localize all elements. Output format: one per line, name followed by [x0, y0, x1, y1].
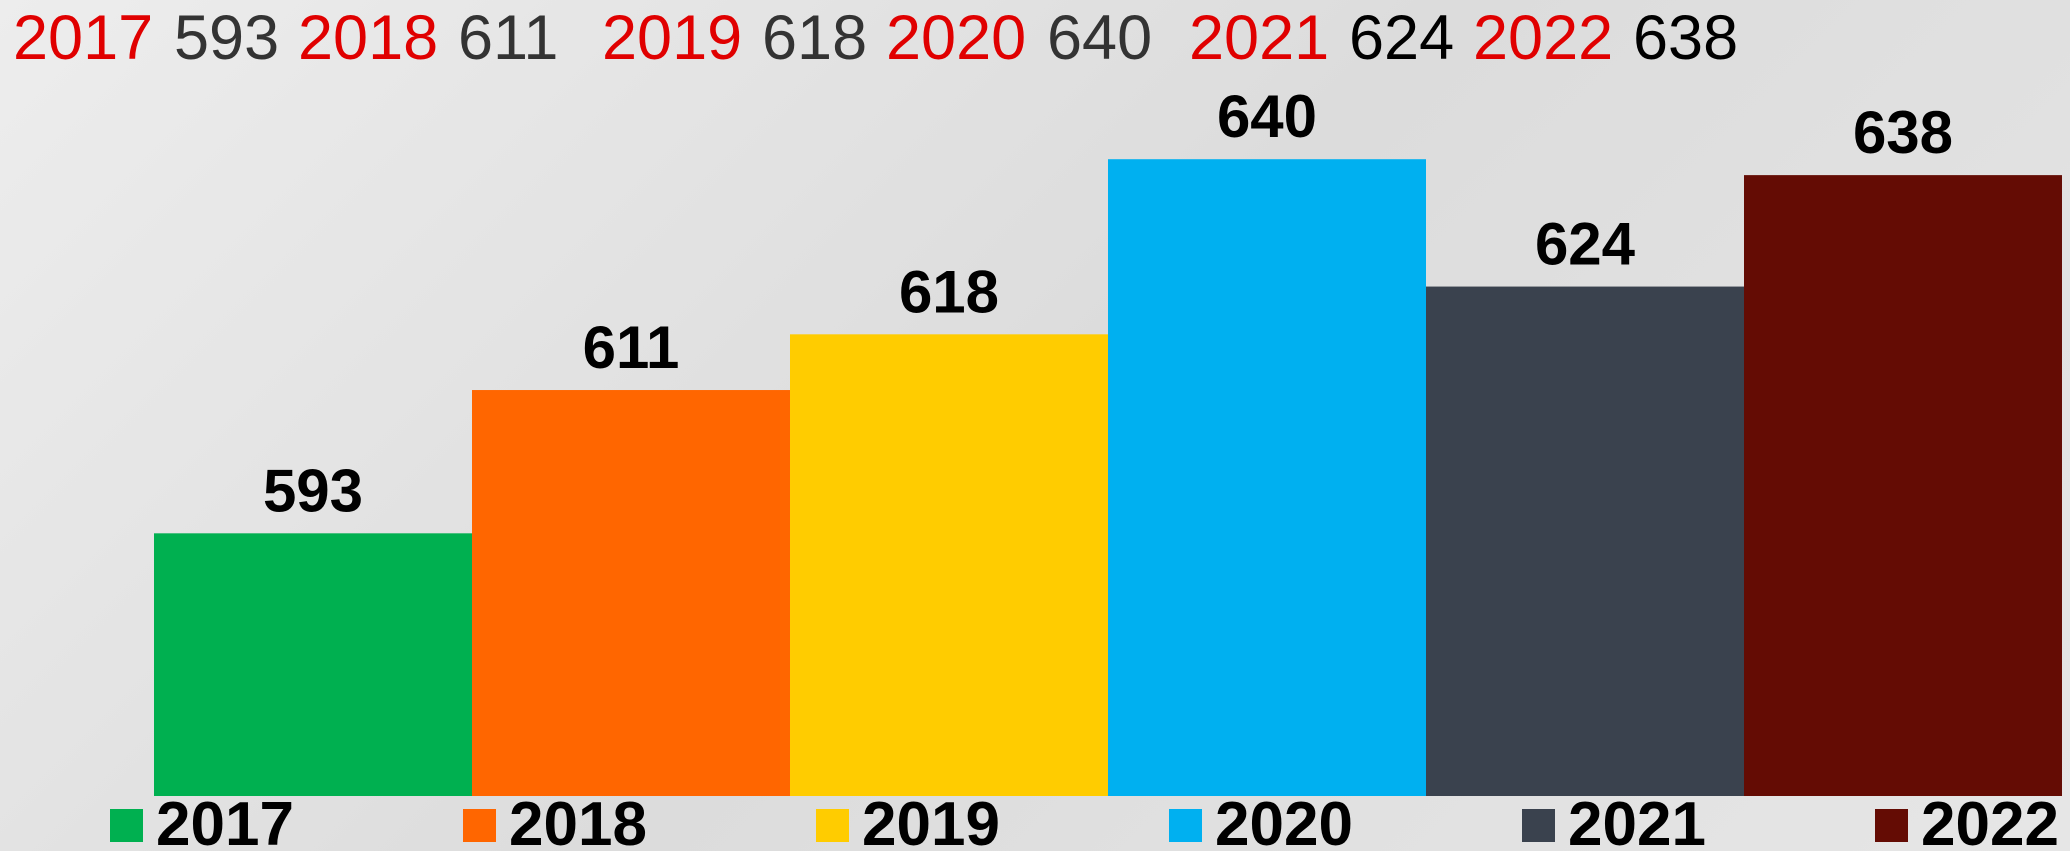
summary-year: 2020: [886, 3, 1026, 73]
legend-swatch: [1875, 809, 1908, 842]
summary-year: 2017: [13, 3, 153, 73]
data-label: 624: [1535, 211, 1636, 278]
data-label: 593: [263, 457, 363, 524]
summary-value: 618: [762, 3, 867, 73]
summary-year: 2022: [1473, 3, 1613, 73]
summary-value: 611: [458, 3, 558, 73]
summary-value: 593: [174, 3, 279, 73]
summary-value: 638: [1633, 3, 1738, 73]
summary-year: 2019: [602, 3, 742, 73]
summary-value: 640: [1047, 3, 1152, 73]
legend-label: 2018: [509, 790, 647, 851]
bar: [1108, 159, 1426, 796]
legend-swatch: [1169, 809, 1202, 842]
data-label: 611: [583, 314, 680, 381]
legend-label: 2022: [1921, 790, 2059, 851]
bar: [154, 533, 472, 796]
legend-swatch: [1522, 809, 1555, 842]
legend-swatch: [463, 809, 496, 842]
summary-year: 2018: [298, 3, 438, 73]
legend-swatch: [110, 809, 143, 842]
legend-swatch: [816, 809, 849, 842]
legend-label: 2021: [1568, 790, 1706, 851]
bar: [1744, 175, 2062, 796]
data-label: 640: [1217, 83, 1317, 150]
summary-value: 624: [1349, 3, 1454, 73]
bar: [1426, 286, 1744, 796]
legend-label: 2020: [1215, 790, 1353, 851]
bar: [790, 334, 1108, 796]
bar: [472, 390, 790, 796]
summary-year: 2021: [1189, 3, 1329, 73]
legend-label: 2017: [156, 790, 294, 851]
data-label: 618: [899, 258, 999, 325]
legend-label: 2019: [862, 790, 1000, 851]
data-label: 638: [1853, 99, 1953, 166]
